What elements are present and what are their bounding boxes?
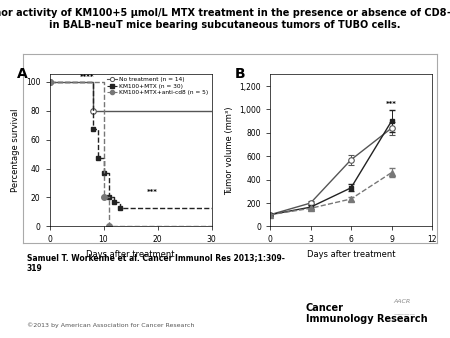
Text: Cancer
Immunology Research: Cancer Immunology Research — [306, 303, 427, 324]
X-axis label: Days after treatment: Days after treatment — [307, 250, 395, 259]
X-axis label: Days after treatment: Days after treatment — [86, 250, 175, 259]
Text: B: B — [234, 67, 245, 81]
Y-axis label: Tumor volume (mm³): Tumor volume (mm³) — [225, 106, 234, 195]
Text: A: A — [17, 67, 28, 81]
Text: ****: **** — [80, 74, 94, 80]
Text: ***: *** — [386, 101, 397, 107]
Text: Antitumor activity of KM100+5 μmol/L MTX treatment in the presence or absence of: Antitumor activity of KM100+5 μmol/L MTX… — [0, 8, 450, 30]
Text: ————: ———— — [394, 313, 416, 318]
Text: ©2013 by American Association for Cancer Research: ©2013 by American Association for Cancer… — [27, 322, 194, 328]
Y-axis label: Percentage survival: Percentage survival — [11, 108, 20, 192]
Text: Samuel T. Workenhe et al. Cancer Immunol Res 2013;1:309-
319: Samuel T. Workenhe et al. Cancer Immunol… — [27, 254, 285, 273]
Legend: No treatment (n = 14), KM100+MTX (n = 30), KM100+MTX+anti-cd8 (n = 5): No treatment (n = 14), KM100+MTX (n = 30… — [107, 77, 209, 95]
Text: AACR: AACR — [394, 299, 411, 304]
Text: ***: *** — [147, 189, 158, 195]
